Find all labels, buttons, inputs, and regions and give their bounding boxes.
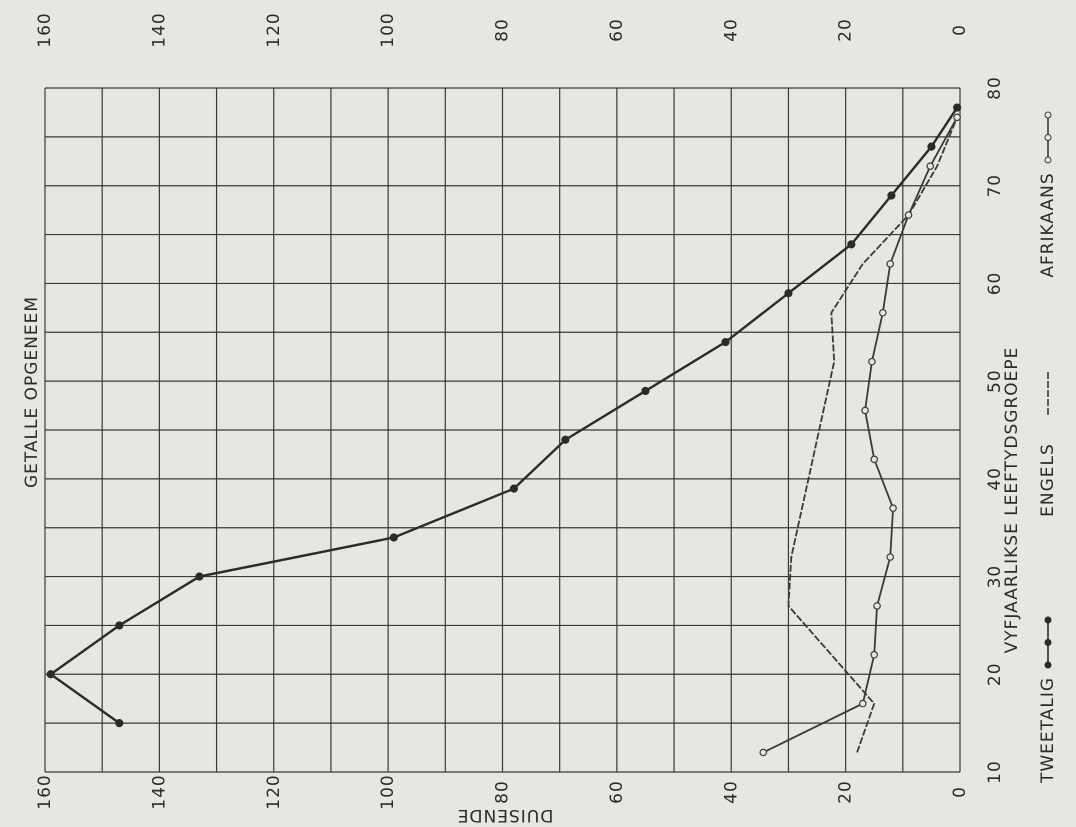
x-tick-label: 50 — [985, 369, 1005, 393]
data-point — [561, 435, 570, 444]
data-point — [878, 308, 887, 317]
data-point — [868, 357, 876, 366]
y-tick-label-top: 60 — [607, 18, 627, 42]
y-tick-label: 40 — [721, 780, 741, 804]
y-tick-label-top: 100 — [378, 12, 398, 47]
data-point — [886, 260, 895, 268]
y-tick-label-top: 160 — [35, 12, 55, 47]
legend-marker — [1044, 111, 1052, 119]
y-tick-label-top: 40 — [721, 18, 741, 42]
y-tick-label-top: 120 — [264, 12, 284, 47]
data-point — [870, 455, 879, 464]
y-tick-label: 80 — [493, 780, 513, 804]
data-point — [641, 386, 650, 396]
chart-title: GETALLE OPGENEEM — [22, 296, 42, 488]
data-point — [195, 572, 204, 581]
x-tick-label: 70 — [985, 174, 1005, 198]
legend-marker — [1044, 616, 1052, 624]
data-point — [509, 484, 519, 493]
data-point — [870, 650, 879, 659]
series-line — [787, 116, 958, 753]
data-point — [759, 748, 768, 757]
data-point — [926, 162, 935, 170]
data-point — [861, 406, 869, 415]
legend-marker — [1044, 639, 1052, 646]
x-tick-label: 20 — [985, 662, 1005, 686]
legend-label: ENGELS — [1038, 443, 1058, 517]
y-axis-label: DUISENDE — [457, 805, 554, 825]
legend-marker — [1044, 134, 1052, 141]
legend-label: TWEETALIG — [1038, 677, 1058, 784]
data-point — [953, 103, 962, 112]
data-point — [887, 191, 896, 200]
x-tick-label: 60 — [985, 272, 1005, 296]
data-point — [873, 602, 881, 610]
x-tick-label: 40 — [985, 467, 1005, 491]
y-tick-label-top: 140 — [149, 12, 169, 47]
legend-marker — [1044, 661, 1052, 669]
data-point — [115, 621, 124, 630]
y-tick-label: 20 — [836, 780, 856, 804]
x-tick-label: 80 — [985, 76, 1005, 100]
series-line — [48, 106, 959, 725]
legend-marker — [1044, 156, 1052, 164]
data-point — [889, 504, 897, 512]
data-point — [721, 337, 730, 347]
data-point — [904, 211, 913, 219]
y-tick-label-top: 80 — [493, 18, 513, 42]
data-point — [115, 719, 124, 728]
data-point — [46, 670, 55, 679]
series-line — [762, 116, 958, 754]
y-tick-label: 100 — [378, 774, 398, 809]
y-tick-label-top: 20 — [836, 18, 856, 42]
data-point — [389, 533, 398, 542]
data-point — [886, 553, 895, 561]
data-point — [784, 289, 793, 298]
y-tick-label: 160 — [35, 774, 55, 809]
y-tick-label: 60 — [607, 780, 627, 804]
x-tick-label: 30 — [985, 565, 1005, 589]
y-tick-label: 140 — [149, 774, 169, 809]
data-point — [927, 142, 936, 151]
x-axis-label: VYFJAARLIKSE LEEFTYDSGROEPE — [1002, 347, 1022, 654]
data-point — [858, 699, 867, 708]
data-point — [847, 240, 856, 249]
y-tick-label: 120 — [264, 774, 284, 809]
legend-label: AFRIKAANS — [1038, 172, 1058, 277]
y-tick-label: 0 — [950, 786, 970, 798]
data-point — [953, 113, 961, 122]
x-tick-label: 10 — [985, 760, 1005, 784]
y-tick-label-top: 0 — [950, 24, 970, 36]
